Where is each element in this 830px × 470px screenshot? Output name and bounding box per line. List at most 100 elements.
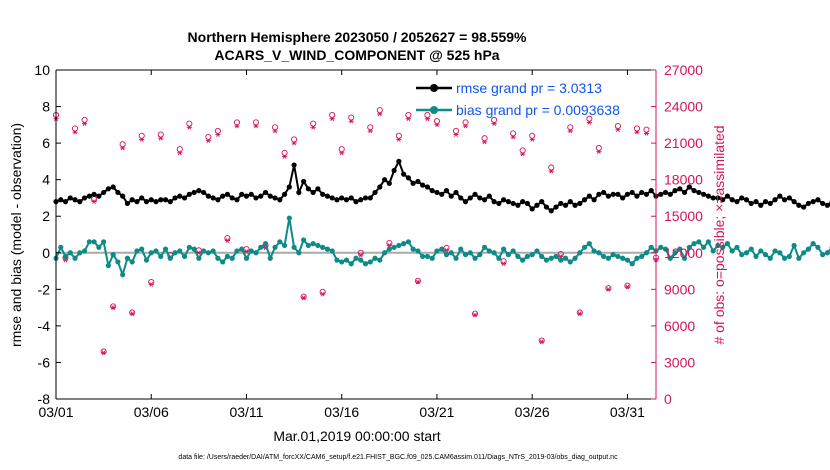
bias-point — [501, 247, 506, 252]
bias-point — [249, 248, 254, 253]
bias-point — [511, 248, 516, 253]
rmse-point — [558, 201, 563, 206]
bias-point — [582, 245, 587, 250]
bias-point — [606, 256, 611, 261]
rmse-point — [125, 201, 130, 206]
rmse-point — [472, 192, 477, 197]
y-axis-label-left: rmse and bias (model - observation) — [8, 123, 24, 347]
rmse-point — [296, 190, 301, 195]
bias-point — [111, 252, 116, 257]
rmse-point — [325, 194, 330, 199]
bias-point — [601, 254, 606, 259]
legend-marker-rmse — [430, 84, 438, 92]
bias-point — [749, 247, 754, 252]
rmse-point — [391, 168, 396, 173]
bias-point — [568, 259, 573, 264]
rmse-point — [572, 203, 577, 208]
bias-point — [449, 250, 454, 255]
bias-point — [282, 243, 287, 248]
rmse-point — [791, 199, 796, 204]
bias-point — [206, 250, 211, 255]
bias-point — [530, 252, 535, 257]
bias-point — [563, 256, 568, 261]
bias-point — [801, 250, 806, 255]
bias-point — [634, 256, 639, 261]
bias-point — [734, 245, 739, 250]
bias-point — [258, 245, 263, 250]
bias-point — [472, 256, 477, 261]
rmse-point — [344, 197, 349, 202]
rmse-point — [806, 201, 811, 206]
bias-point — [696, 239, 701, 244]
bias-point — [377, 257, 382, 262]
rmse-point — [649, 188, 654, 193]
rmse-point — [339, 195, 344, 200]
rmse-point — [525, 201, 530, 206]
rmse-point — [639, 190, 644, 195]
rmse-point — [825, 203, 830, 208]
bias-point — [72, 256, 77, 261]
bias-point — [468, 250, 473, 255]
y-tick-label-right: 0 — [664, 391, 672, 407]
rmse-point — [249, 192, 254, 197]
rmse-point — [287, 184, 292, 189]
rmse-point — [244, 194, 249, 199]
rmse-point — [320, 192, 325, 197]
rmse-point — [368, 195, 373, 200]
bias-point — [458, 247, 463, 252]
chart-title-line2: ACARS_V_WIND_COMPONENT @ 525 hPa — [214, 47, 499, 63]
rmse-point — [177, 194, 182, 199]
bias-point — [177, 248, 182, 253]
rmse-point — [491, 199, 496, 204]
x-tick-label: 03/06 — [134, 404, 169, 420]
y-tick-label-right: 27000 — [664, 62, 703, 78]
legend-label-bias: bias grand pr = 0.0093638 — [456, 102, 620, 118]
bias-point — [358, 257, 363, 262]
rmse-point — [534, 203, 539, 208]
bias-point — [791, 243, 796, 248]
rmse-point — [682, 190, 687, 195]
rmse-point — [211, 195, 216, 200]
rmse-point — [663, 190, 668, 195]
y-tick-label-right: 21000 — [664, 135, 703, 151]
bias-point — [815, 245, 820, 250]
bias-point — [611, 252, 616, 257]
x-tick-label: 03/16 — [324, 404, 359, 420]
bias-point — [430, 256, 435, 261]
bias-point — [325, 247, 330, 252]
rmse-point — [111, 184, 116, 189]
bias-point — [101, 239, 106, 244]
rmse-point — [253, 195, 258, 200]
bias-point — [344, 257, 349, 262]
bias-point — [163, 247, 168, 252]
bias-point — [225, 254, 230, 259]
rmse-point — [625, 192, 630, 197]
rmse-point — [268, 194, 273, 199]
y-tick-label-left: 2 — [42, 208, 50, 224]
rmse-point — [730, 197, 735, 202]
rmse-point — [106, 186, 111, 191]
rmse-point — [615, 192, 620, 197]
rmse-point — [301, 179, 306, 184]
bias-point — [444, 252, 449, 257]
rmse-point — [787, 195, 792, 200]
bias-point — [401, 241, 406, 246]
bias-point — [382, 250, 387, 255]
bias-point — [525, 254, 530, 259]
bias-point — [744, 250, 749, 255]
rmse-point — [568, 199, 573, 204]
rmse-point — [782, 197, 787, 202]
rmse-point — [449, 194, 454, 199]
chart-title-line1: Northern Hemisphere 2023050 / 2052627 = … — [188, 29, 527, 45]
rmse-point — [577, 201, 582, 206]
bias-point — [230, 256, 235, 261]
rmse-point — [801, 204, 806, 209]
bias-point — [411, 247, 416, 252]
rmse-point — [530, 206, 535, 211]
bias-point — [196, 256, 201, 261]
rmse-point — [196, 188, 201, 193]
plot-area — [56, 70, 656, 399]
rmse-point — [691, 188, 696, 193]
rmse-point — [425, 184, 430, 189]
rmse-point — [134, 199, 139, 204]
